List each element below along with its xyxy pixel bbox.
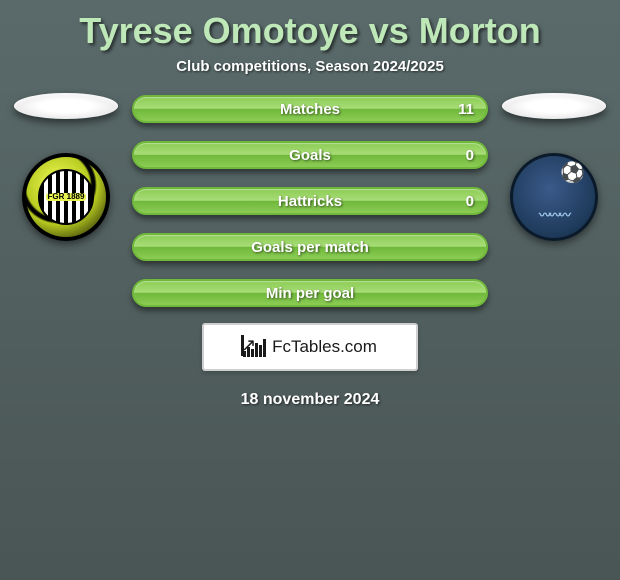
left-oval bbox=[14, 93, 118, 119]
stat-bar-min-per-goal: Min per goal bbox=[132, 279, 488, 307]
stat-bar-goals-per-match: Goals per match bbox=[132, 233, 488, 261]
stat-label: Matches bbox=[280, 101, 340, 118]
brand-chart-icon: ↗ bbox=[243, 337, 266, 357]
stat-label: Goals per match bbox=[251, 239, 369, 256]
stat-bars: Matches 11 Goals 0 Hattricks 0 Goals per… bbox=[132, 93, 488, 307]
stat-bar-goals: Goals 0 bbox=[132, 141, 488, 169]
stat-label: Min per goal bbox=[266, 285, 354, 302]
right-oval bbox=[502, 93, 606, 119]
stat-value: 0 bbox=[466, 147, 474, 164]
brand-box: ↗ FcTables.com bbox=[202, 323, 418, 371]
stat-label: Hattricks bbox=[278, 193, 342, 210]
left-side: FGR 1889 bbox=[6, 93, 126, 241]
page-title: Tyrese Omotoye vs Morton bbox=[0, 0, 620, 54]
stat-value: 0 bbox=[466, 193, 474, 210]
right-side bbox=[494, 93, 614, 241]
stat-value: 11 bbox=[458, 101, 474, 118]
comparison-panel: FGR 1889 Matches 11 Goals 0 Hattricks 0 … bbox=[0, 93, 620, 307]
left-crest-label: FGR 1889 bbox=[46, 193, 87, 202]
left-crest-icon: FGR 1889 bbox=[22, 153, 110, 241]
stat-bar-hattricks: Hattricks 0 bbox=[132, 187, 488, 215]
stat-bar-matches: Matches 11 bbox=[132, 95, 488, 123]
right-crest-icon bbox=[510, 153, 598, 241]
date-label: 18 november 2024 bbox=[0, 391, 620, 409]
page-subtitle: Club competitions, Season 2024/2025 bbox=[0, 54, 620, 93]
stat-label: Goals bbox=[289, 147, 331, 164]
brand-text: FcTables.com bbox=[272, 337, 377, 357]
